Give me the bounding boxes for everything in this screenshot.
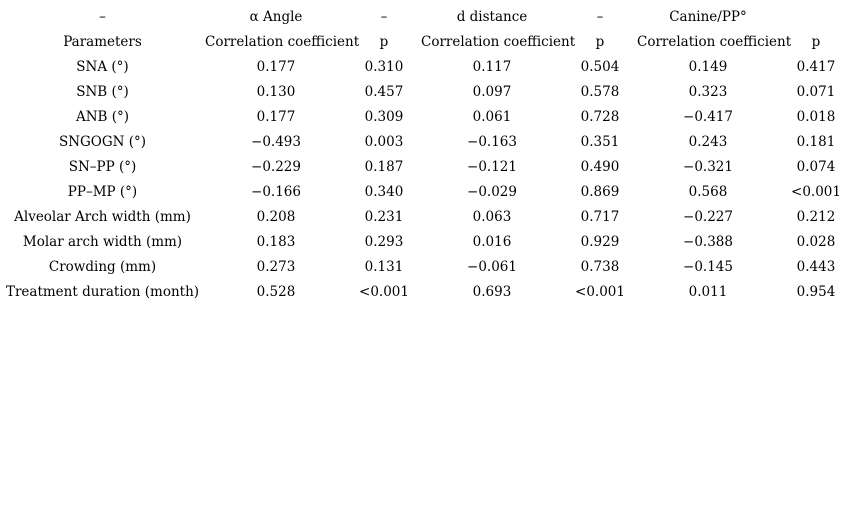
value-cell: 0.063	[472, 208, 512, 225]
table-body: SNA (°) 0.177 0.310 0.117 0.504 0.149 0.417 SNB…	[0, 54, 853, 304]
value-cell: 0.071	[796, 83, 836, 100]
group-header-empty	[779, 4, 853, 29]
table-row: Alveolar Arch width (mm) 0.208 0.231 0.063 0…	[0, 204, 853, 229]
value-cell: 0.231	[364, 208, 404, 225]
value-cell: −0.029	[467, 183, 517, 200]
value-cell: −0.061	[467, 258, 517, 275]
value-cell: 0.243	[688, 133, 728, 150]
value-cell: −0.166	[251, 183, 301, 200]
value-cell: 0.738	[580, 258, 620, 275]
correlation-table: – α Angle – d distance – Canine/PP° Para…	[0, 4, 853, 304]
value-cell: 0.717	[580, 208, 620, 225]
row-parameter-label: Treatment duration (month)	[5, 283, 200, 300]
group-header-placeholder: –	[99, 8, 106, 25]
value-cell: 0.310	[364, 58, 404, 75]
table-row: SN–PP (°) −0.229 0.187 −0.121 0.490 −0.321 0.0…	[0, 154, 853, 179]
value-cell: <0.001	[575, 283, 625, 300]
row-parameter-label: SNA (°)	[76, 58, 129, 75]
value-cell: −0.321	[683, 158, 733, 175]
row-parameter-label: Molar arch width (mm)	[22, 233, 183, 250]
group-header-row: – α Angle – d distance – Canine/PP°	[0, 4, 853, 29]
value-cell: −0.227	[683, 208, 733, 225]
value-cell: 0.130	[256, 83, 296, 100]
value-cell: 0.181	[796, 133, 836, 150]
value-cell: 0.351	[580, 133, 620, 150]
value-cell: <0.001	[791, 183, 841, 200]
value-cell: 0.578	[580, 83, 620, 100]
value-cell: 0.504	[580, 58, 620, 75]
value-cell: 0.293	[364, 233, 404, 250]
row-parameter-label: ANB (°)	[75, 108, 130, 125]
value-cell: −0.493	[251, 133, 301, 150]
value-cell: 0.417	[796, 58, 836, 75]
column-header-row: Parameters Correlation coefficient p Cor…	[0, 29, 853, 54]
table-header: – α Angle – d distance – Canine/PP° Para…	[0, 4, 853, 54]
column-header-parameters: Parameters	[63, 33, 142, 50]
value-cell: 0.457	[364, 83, 404, 100]
value-cell: 0.728	[580, 108, 620, 125]
value-cell: 0.954	[796, 283, 836, 300]
table-row: Molar arch width (mm) 0.183 0.293 0.016 0.92…	[0, 229, 853, 254]
column-header-p: p	[811, 33, 821, 50]
table-row: PP–MP (°) −0.166 0.340 −0.029 0.869 0.568 <0.0…	[0, 179, 853, 204]
value-cell: 0.011	[688, 283, 728, 300]
value-cell: 0.016	[472, 233, 512, 250]
value-cell: 0.117	[472, 58, 512, 75]
row-parameter-label: Alveolar Arch width (mm)	[14, 208, 191, 225]
value-cell: 0.693	[472, 283, 512, 300]
table-row: ANB (°) 0.177 0.309 0.061 0.728 −0.417 0.018	[0, 104, 853, 129]
value-cell: 0.028	[796, 233, 836, 250]
value-cell: 0.443	[796, 258, 836, 275]
value-cell: 0.177	[256, 58, 296, 75]
group-header-placeholder: –	[596, 8, 604, 25]
value-cell: <0.001	[359, 283, 409, 300]
value-cell: 0.869	[580, 183, 620, 200]
value-cell: 0.490	[580, 158, 620, 175]
row-parameter-label: SNGOGN (°)	[58, 133, 147, 150]
value-cell: −0.388	[683, 233, 733, 250]
value-cell: 0.177	[256, 108, 296, 125]
value-cell: 0.212	[796, 208, 836, 225]
value-cell: −0.417	[683, 108, 733, 125]
table-row: SNGOGN (°) −0.493 0.003 −0.163 0.351 0.243 0.1…	[0, 129, 853, 154]
value-cell: 0.061	[472, 108, 512, 125]
value-cell: 0.929	[580, 233, 620, 250]
value-cell: 0.097	[472, 83, 512, 100]
row-parameter-label: SNB (°)	[76, 83, 129, 100]
value-cell: 0.018	[796, 108, 836, 125]
row-parameter-label: SN–PP (°)	[68, 158, 137, 175]
value-cell: 0.568	[688, 183, 728, 200]
column-header-correlation-coefficient: Correlation coefficient	[637, 33, 792, 50]
value-cell: 0.273	[256, 258, 296, 275]
value-cell: 0.183	[256, 233, 296, 250]
value-cell: −0.229	[251, 158, 301, 175]
table-row: SNB (°) 0.130 0.457 0.097 0.578 0.323 0.071	[0, 79, 853, 104]
value-cell: 0.340	[364, 183, 404, 200]
value-cell: 0.131	[364, 258, 404, 275]
column-header-correlation-coefficient: Correlation coefficient	[421, 33, 576, 50]
value-cell: 0.309	[364, 108, 404, 125]
value-cell: 0.208	[256, 208, 296, 225]
group-header-placeholder: –	[380, 8, 388, 25]
value-cell: −0.121	[467, 158, 517, 175]
value-cell: 0.149	[688, 58, 728, 75]
column-header-p: p	[379, 33, 389, 50]
value-cell: 0.003	[364, 133, 404, 150]
group-header-canine-pp: Canine/PP°	[669, 8, 747, 25]
column-header-p: p	[595, 33, 605, 50]
value-cell: −0.145	[683, 258, 733, 275]
table-row: Crowding (mm) 0.273 0.131 −0.061 0.738 −0.145…	[0, 254, 853, 279]
value-cell: −0.163	[467, 133, 517, 150]
group-header-alpha-angle: α Angle	[249, 8, 303, 25]
value-cell: 0.187	[364, 158, 404, 175]
value-cell: 0.528	[256, 283, 296, 300]
column-header-correlation-coefficient: Correlation coefficient	[205, 33, 360, 50]
group-header-d-distance: d distance	[456, 8, 528, 25]
row-parameter-label: PP–MP (°)	[67, 183, 138, 200]
table-row: Treatment duration (month) 0.528 <0.001 0.6…	[0, 279, 853, 304]
table-row: SNA (°) 0.177 0.310 0.117 0.504 0.149 0.417	[0, 54, 853, 79]
row-parameter-label: Crowding (mm)	[48, 258, 157, 275]
value-cell: 0.074	[796, 158, 836, 175]
value-cell: 0.323	[688, 83, 728, 100]
